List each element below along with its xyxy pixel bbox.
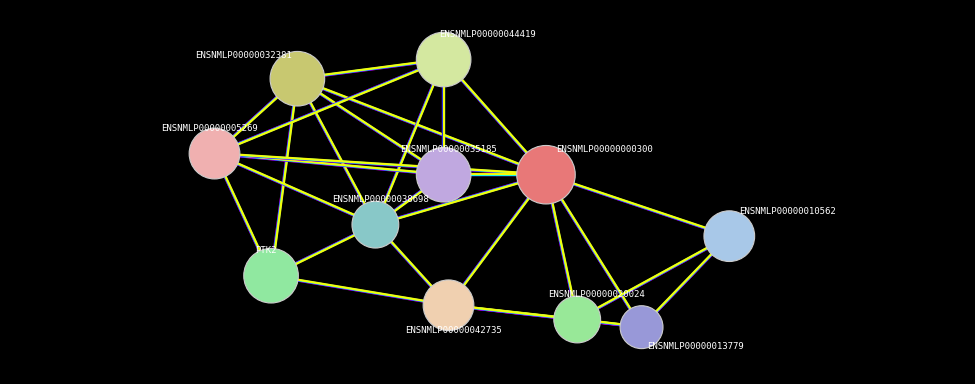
Ellipse shape — [704, 211, 755, 262]
Ellipse shape — [517, 146, 575, 204]
Text: ENSNMLP00000035185: ENSNMLP00000035185 — [400, 145, 497, 154]
Text: ENSNMLP00000013779: ENSNMLP00000013779 — [646, 342, 744, 351]
Ellipse shape — [423, 280, 474, 331]
Text: ENSNMLP00000032381: ENSNMLP00000032381 — [195, 51, 292, 60]
Text: ENSNMLP00000005269: ENSNMLP00000005269 — [161, 124, 258, 133]
Text: ENSNMLP00000000300: ENSNMLP00000000300 — [556, 145, 653, 154]
Ellipse shape — [416, 147, 471, 202]
Text: ENSNMLP00000010562: ENSNMLP00000010562 — [739, 207, 837, 216]
Ellipse shape — [554, 296, 601, 343]
Ellipse shape — [270, 51, 325, 106]
Text: ENSNMLP00000020024: ENSNMLP00000020024 — [548, 290, 645, 299]
Text: ENSNMLP00000044419: ENSNMLP00000044419 — [439, 30, 536, 39]
Text: PTK2: PTK2 — [255, 246, 277, 255]
Ellipse shape — [189, 128, 240, 179]
Text: ENSNMLP00000042735: ENSNMLP00000042735 — [405, 326, 502, 335]
Ellipse shape — [352, 201, 399, 248]
Ellipse shape — [620, 306, 663, 349]
Ellipse shape — [416, 32, 471, 87]
Text: ENSNMLP00000038698: ENSNMLP00000038698 — [332, 195, 429, 204]
Ellipse shape — [244, 248, 298, 303]
